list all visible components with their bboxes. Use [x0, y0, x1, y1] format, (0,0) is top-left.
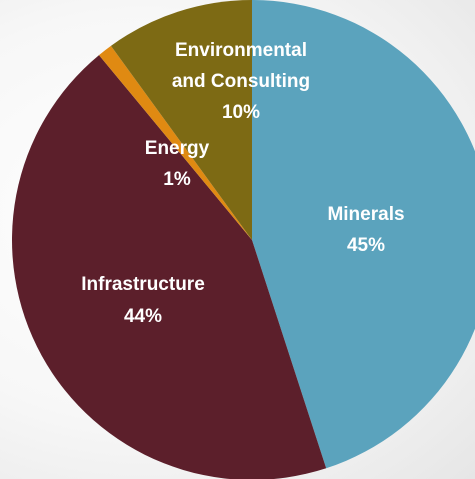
slice-label-minerals: Minerals — [327, 204, 404, 225]
slice-value-environmental: 10% — [222, 102, 260, 123]
pie-slice-minerals — [252, 0, 475, 469]
slice-label-environmental-line2: and Consulting — [172, 71, 310, 92]
slice-value-minerals: 45% — [347, 235, 385, 256]
pie-slice-infrastructure — [12, 55, 327, 479]
pie-slice-energy — [99, 45, 252, 240]
slice-label-environmental: Environmental — [175, 40, 307, 61]
slice-label-infrastructure: Infrastructure — [81, 274, 205, 295]
slice-name-minerals: Minerals — [327, 204, 404, 225]
pie-labels: Minerals 45% Infrastructure 44% Energy 1… — [81, 40, 404, 327]
pie-slice-environmental — [110, 0, 252, 240]
slice-name-energy: Energy — [145, 138, 210, 159]
slice-label-energy: Energy — [145, 138, 210, 159]
pie-slices — [12, 0, 475, 479]
slice-name-infrastructure: Infrastructure — [81, 274, 205, 295]
slice-value-energy: 1% — [163, 169, 191, 190]
slice-value-infrastructure: 44% — [124, 306, 162, 327]
